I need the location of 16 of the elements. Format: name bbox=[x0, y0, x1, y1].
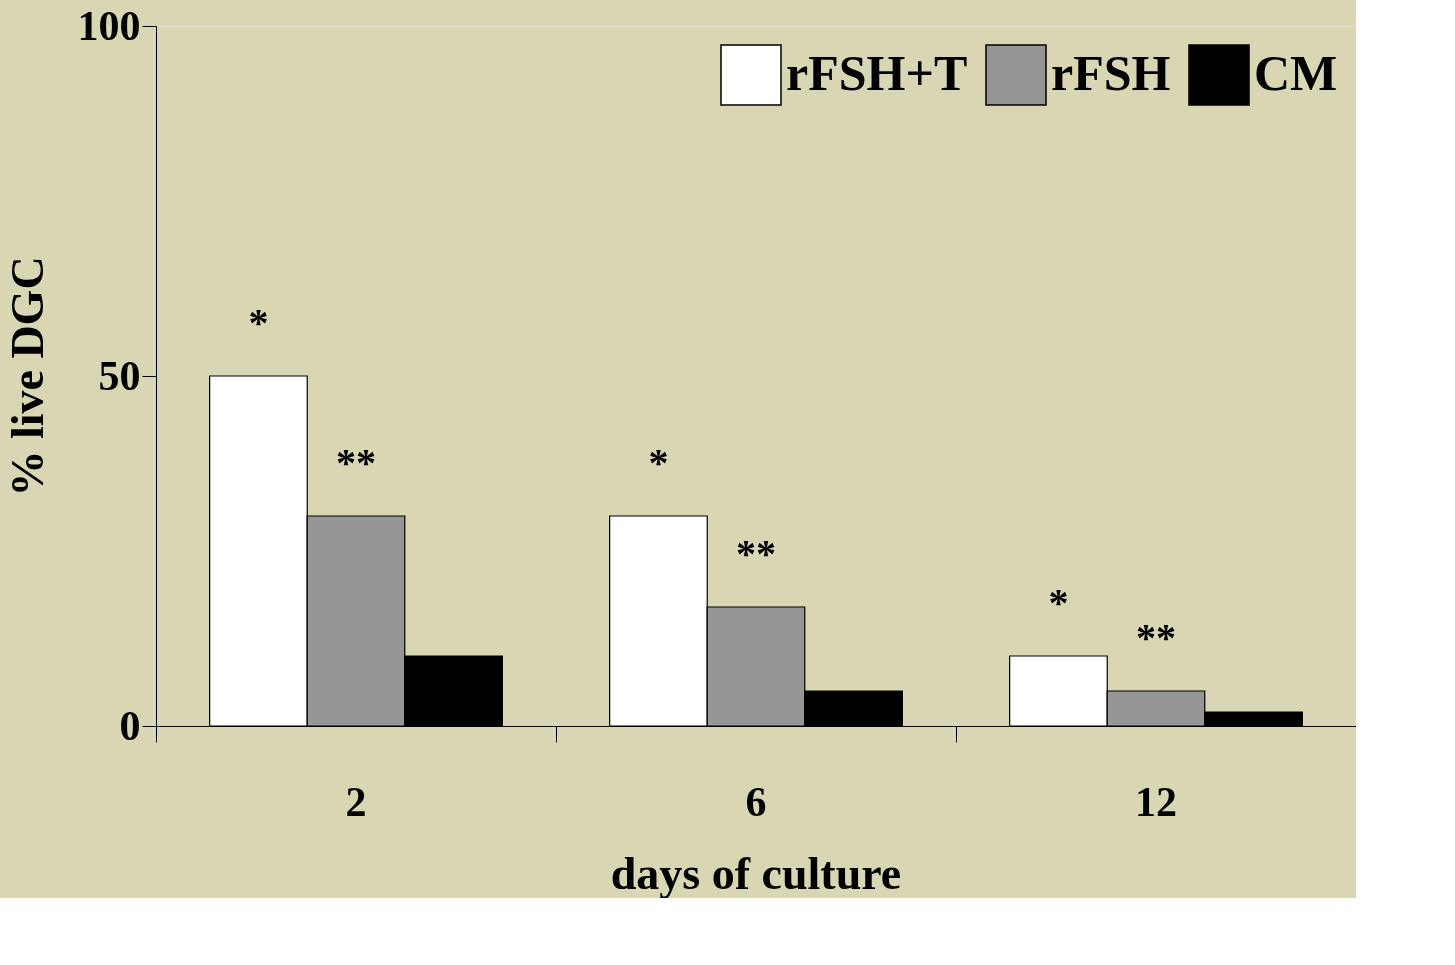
annotation: * bbox=[248, 300, 269, 345]
legend-label: CM bbox=[1254, 45, 1338, 101]
legend-label: rFSH bbox=[1051, 45, 1171, 101]
y-tick-label: 0 bbox=[119, 702, 141, 749]
y-tick-label: 50 bbox=[98, 352, 141, 399]
x-tick-label: 6 bbox=[745, 778, 767, 825]
x-tick-label: 12 bbox=[1135, 778, 1177, 825]
y-tick-label: 100 bbox=[77, 2, 141, 49]
legend-label: rFSH+T bbox=[786, 45, 968, 101]
annotation: * bbox=[1048, 580, 1069, 625]
annotation: ** bbox=[336, 440, 376, 485]
x-tick-label: 2 bbox=[345, 778, 367, 825]
annotation: ** bbox=[1136, 615, 1176, 660]
annotation: ** bbox=[736, 531, 776, 576]
y-axis-title: % live DGC bbox=[1, 256, 53, 497]
annotation: * bbox=[648, 440, 669, 485]
